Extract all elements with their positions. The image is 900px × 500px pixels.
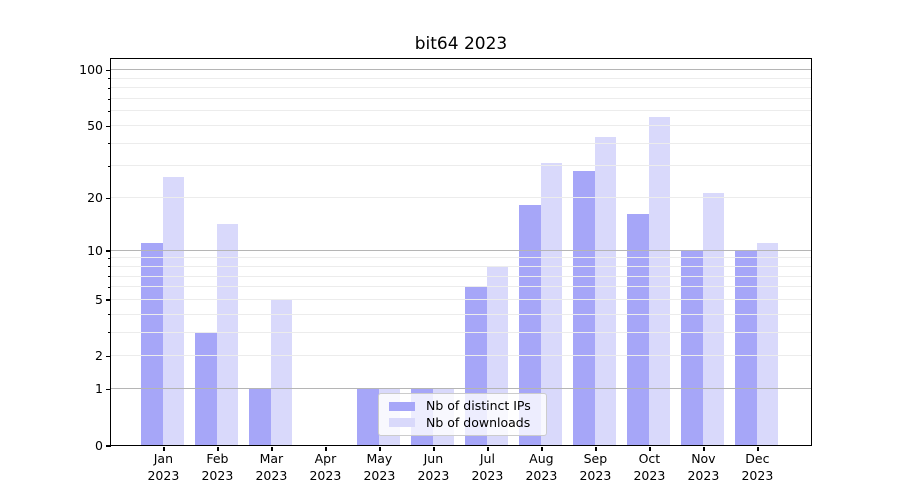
y-tick-label-50: 50 <box>87 118 103 133</box>
y-tick-100 <box>106 69 111 72</box>
bar-downloads-aug <box>540 162 563 445</box>
bar-downloads-nov <box>702 193 725 445</box>
gridline-y-2 <box>110 355 811 357</box>
bar-distinct-ips-aug <box>519 205 541 445</box>
x-tick-label-nov: Nov 2023 <box>687 451 720 483</box>
x-tick-label-oct: Oct 2023 <box>633 451 666 483</box>
legend-swatch-distinct-ips <box>389 401 415 411</box>
bar-downloads-sep <box>594 137 617 445</box>
gridline-y-4 <box>110 313 811 315</box>
bar-distinct-ips-sep <box>573 170 595 445</box>
y-minor-tick-90 <box>108 78 111 80</box>
x-tick-label-jan: Jan 2023 <box>147 451 180 483</box>
y-minor-tick-40 <box>108 143 111 145</box>
x-tick-sep <box>595 446 597 451</box>
x-tick-nov <box>703 446 705 451</box>
y-tick-label-5: 5 <box>95 291 103 307</box>
x-tick-label-feb: Feb 2023 <box>201 451 234 483</box>
y-tick-label-0: 0 <box>95 437 103 453</box>
x-tick-feb <box>217 446 219 451</box>
x-tick-mar <box>271 446 273 451</box>
gridline-y-50 <box>110 125 811 126</box>
y-minor-tick-9 <box>108 257 111 259</box>
bar-downloads-oct <box>648 117 671 445</box>
x-tick-jan <box>163 446 165 451</box>
y-tick-label-1: 1 <box>95 381 103 397</box>
legend-item-label: Nb of distinct IPs <box>426 398 531 414</box>
bar-downloads-feb <box>216 224 239 445</box>
chart-title: bit64 2023 <box>414 34 508 54</box>
y-minor-tick-8 <box>108 266 111 268</box>
bar-distinct-ips-oct <box>627 214 649 445</box>
y-tick-label-20: 20 <box>87 190 103 206</box>
gridline-y-80 <box>110 87 811 89</box>
y-minor-tick-6 <box>108 286 111 288</box>
bar-distinct-ips-may <box>357 388 379 445</box>
gridline-y-90 <box>110 77 811 79</box>
y-tick-label-10: 10 <box>87 242 103 258</box>
x-tick-label-jun: Jun 2023 <box>417 451 450 483</box>
x-tick-label-sep: Sep 2023 <box>579 451 612 483</box>
y-minor-tick-80 <box>108 87 111 89</box>
x-tick-may <box>379 446 381 451</box>
y-tick-20 <box>106 197 111 200</box>
gridline-y-6 <box>110 286 811 288</box>
y-tick-0 <box>106 445 111 447</box>
bar-distinct-ips-dec <box>735 249 757 445</box>
y-tick-50 <box>106 125 111 127</box>
bar-downloads-mar <box>270 298 293 445</box>
y-tick-label-100: 100 <box>79 62 103 78</box>
x-tick-label-mar: Mar 2023 <box>255 451 288 483</box>
gridline-y-70 <box>110 98 811 100</box>
x-tick-jun <box>433 446 435 451</box>
legend-swatch-downloads <box>389 418 415 428</box>
x-tick-label-dec: Dec 2023 <box>741 451 774 483</box>
gridline-y-7 <box>110 275 811 277</box>
bar-distinct-ips-nov <box>681 249 703 445</box>
legend-item-downloads: Nb of downloads <box>379 414 546 430</box>
gridline-y-8 <box>110 265 811 267</box>
bar-downloads-jan <box>162 176 185 445</box>
y-minor-tick-7 <box>108 276 111 278</box>
y-tick-2 <box>106 355 111 358</box>
plot-area <box>109 57 812 446</box>
gridline-y-100 <box>110 69 811 71</box>
y-minor-tick-4 <box>108 314 111 316</box>
gridline-y-10 <box>110 249 811 251</box>
gridline-y-30 <box>110 165 811 167</box>
y-tick-5 <box>106 299 111 301</box>
gridline-y-1 <box>110 388 811 390</box>
y-minor-tick-3 <box>108 332 111 334</box>
x-tick-apr <box>325 446 327 451</box>
gridline-y-60 <box>110 110 811 112</box>
x-tick-label-may: May 2023 <box>363 451 396 483</box>
y-minor-tick-60 <box>108 110 111 112</box>
y-tick-10 <box>106 250 111 252</box>
bar-downloads-dec <box>756 242 779 445</box>
gridline-y-20 <box>110 197 811 199</box>
gridline-y-5 <box>110 298 811 300</box>
x-tick-label-apr: Apr 2023 <box>309 451 342 483</box>
x-tick-dec <box>757 446 759 451</box>
x-tick-aug <box>541 446 543 451</box>
x-tick-label-jul: Jul 2023 <box>471 451 504 483</box>
legend-item-distinct-ips: Nb of distinct IPs <box>379 399 546 413</box>
gridline-y-3 <box>110 331 811 333</box>
x-tick-oct <box>649 446 651 451</box>
y-tick-1 <box>106 388 111 391</box>
gridline-y-9 <box>110 257 811 259</box>
x-tick-jul <box>487 446 489 451</box>
legend-item-label: Nb of downloads <box>426 414 531 430</box>
y-tick-label-2: 2 <box>95 348 103 364</box>
y-minor-tick-30 <box>108 165 111 167</box>
bar-distinct-ips-mar <box>249 388 271 445</box>
x-tick-label-aug: Aug 2023 <box>525 451 558 483</box>
y-minor-tick-70 <box>108 98 111 100</box>
legend: Nb of distinct IPs Nb of downloads <box>378 393 547 436</box>
gridline-y-40 <box>110 142 811 144</box>
bar-distinct-ips-jan <box>141 242 163 445</box>
